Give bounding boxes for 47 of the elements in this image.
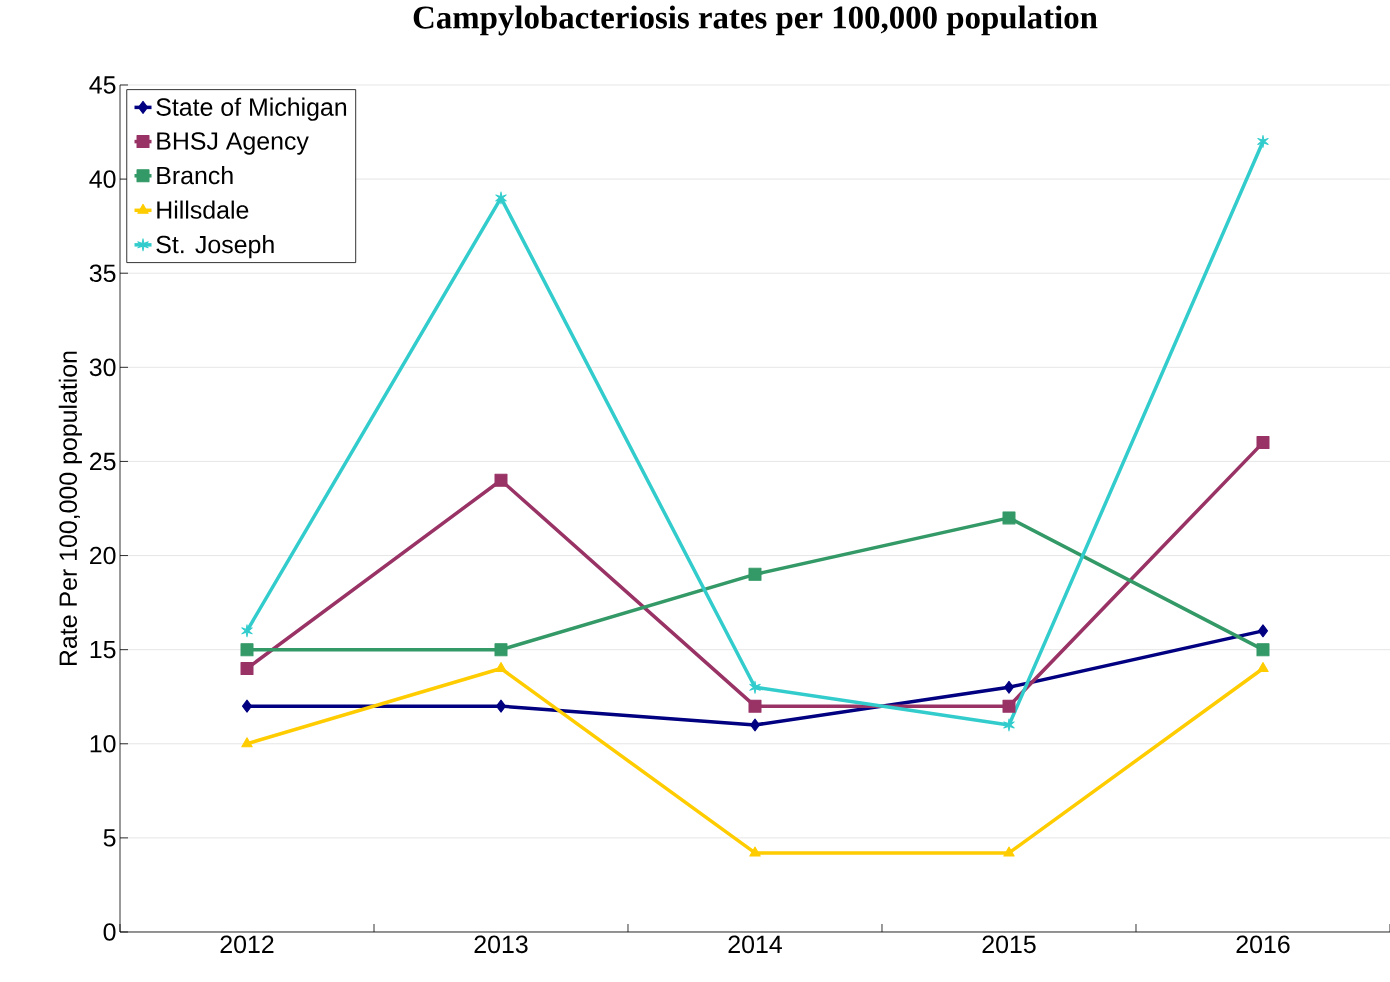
x-tick-label: 2016 [1236, 935, 1290, 954]
y-tick-label: 25 [90, 452, 116, 471]
point [748, 699, 762, 713]
chart-title: Campylobacteriosis rates per 100,000 population [413, 5, 1098, 36]
y-tick-label: 20 [90, 546, 116, 565]
point [242, 699, 252, 713]
y-tick-label: 10 [90, 734, 116, 753]
point [749, 680, 761, 694]
x-tick-label: 2014 [728, 935, 782, 954]
legend-label: St. Joseph [156, 235, 274, 259]
point [240, 661, 254, 675]
point [1257, 661, 1269, 672]
point [1002, 511, 1016, 525]
legend-label: BHSJ Agency [157, 132, 309, 155]
point [750, 718, 760, 732]
x-tick-label: 2013 [474, 935, 528, 954]
x-tick-label: 2015 [982, 935, 1036, 954]
y-tick-label: 35 [89, 264, 116, 283]
y-tick-label: 45 [89, 76, 116, 94]
point [1003, 680, 1014, 694]
point [495, 191, 507, 205]
point [1257, 134, 1269, 148]
point [241, 737, 253, 748]
y-tick-label: 0 [103, 923, 116, 941]
y-axis-title: Rate Per 100,000 population [58, 351, 82, 665]
legend-label: Branch [157, 166, 233, 185]
point [1257, 624, 1268, 638]
legend-label: State of Michigan [156, 97, 347, 121]
point [495, 661, 507, 672]
y-tick-label: 15 [90, 640, 116, 659]
point [1002, 699, 1016, 713]
y-tick-label: 30 [89, 358, 116, 377]
point [749, 846, 761, 857]
point [1256, 436, 1270, 450]
point [241, 624, 253, 638]
x-tick-label: 2012 [220, 935, 274, 954]
point [1003, 846, 1015, 857]
point [494, 643, 508, 657]
y-tick-label: 40 [89, 170, 116, 188]
y-tick-label: 5 [103, 829, 116, 847]
point [494, 473, 508, 487]
point [1003, 718, 1015, 732]
point [748, 567, 762, 581]
point [496, 699, 506, 713]
point [240, 643, 254, 657]
point [1256, 643, 1270, 657]
legend-label: Hillsdale [157, 200, 249, 219]
